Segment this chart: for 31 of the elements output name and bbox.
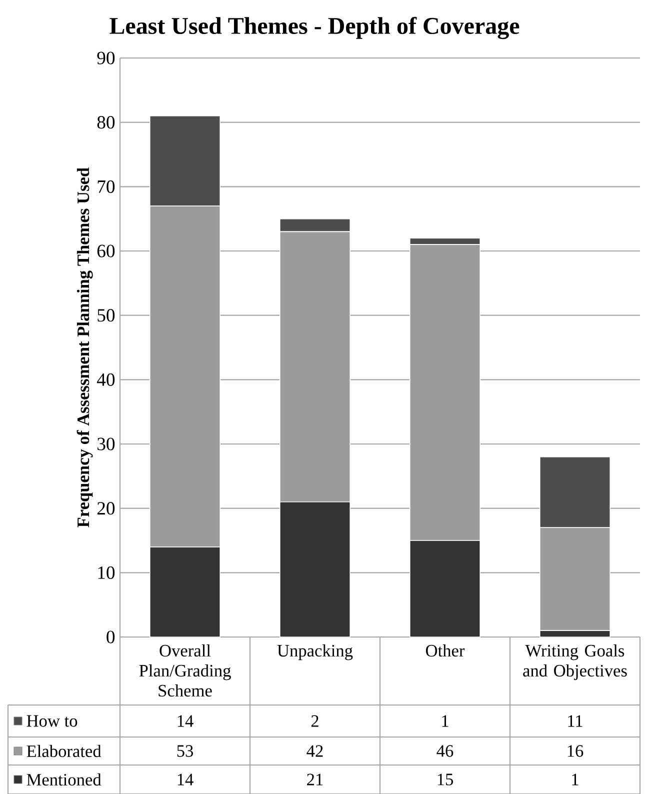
data-label: 14 [178,715,194,727]
data-label: 1 [442,715,448,727]
y-tick-label: 70 [98,180,115,193]
y-tick-label: 60 [97,244,115,258]
data-label: 11 [568,715,582,727]
x-tick-label: Writing Goals and Objectives [523,644,627,680]
x-tick-label: Overall Plan/Grading Scheme [139,644,231,697]
y-tick-label: 40 [96,373,115,386]
legend-label: Elaborated [26,744,102,758]
data-label: 14 [178,774,194,786]
y-tick-label: 90 [97,52,115,64]
data-label: 42 [306,745,323,757]
data-label: 1 [572,774,578,786]
y-tick-label: 0 [106,630,115,644]
chart-title: Least Used Themes - Depth of Coverage [110,16,520,40]
y-axis-title: Frequency of Assessment Planning Themes Used [76,168,93,528]
data-label: 15 [438,774,453,786]
y-tick-label: 20 [97,502,115,515]
y-tick-label: 30 [98,438,115,450]
legend-label: Mentioned [26,773,102,786]
y-tick-label: 50 [98,309,115,322]
y-tick-label: 10 [98,566,115,579]
y-tick-label: 80 [97,116,115,129]
data-label: 21 [307,774,323,786]
data-label: 16 [568,745,584,757]
x-tick-label: Unpacking [277,644,353,660]
legend-label: How to [26,715,78,727]
data-label: 53 [177,745,193,757]
data-label: 2 [311,715,318,727]
x-tick-label: Other [426,644,465,657]
data-label: 46 [436,745,454,757]
